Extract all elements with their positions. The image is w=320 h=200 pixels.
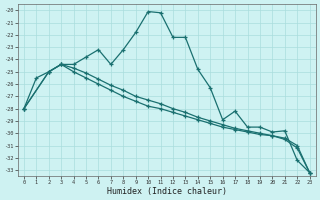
X-axis label: Humidex (Indice chaleur): Humidex (Indice chaleur) (107, 187, 227, 196)
